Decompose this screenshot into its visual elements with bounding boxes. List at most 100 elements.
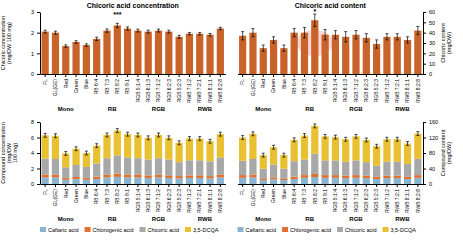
bar-segment: [134, 174, 141, 177]
bar-segment: [124, 174, 131, 177]
x-tick-mark: [294, 184, 295, 187]
bar-segment: [165, 160, 172, 176]
error-bars: [44, 129, 222, 156]
legend-swatch: [383, 227, 389, 232]
x-tick: RB 7:3: [104, 184, 110, 204]
x-tick-label: RGB 5:2:3: [373, 189, 379, 213]
x-tick-label: RWB 7:1:2: [186, 79, 192, 103]
panel: FLGL(GE)RedGreenBlueRB 6:4RB 7:3RB 8:2RB…: [0, 119, 226, 232]
bar: [249, 33, 256, 74]
error-bar: [303, 28, 306, 38]
x-tick-mark: [263, 184, 264, 187]
chart-svg: FLGL(GE)RedGreenBlueRB 6:4RB 7:3RB 8:2RB…: [0, 0, 463, 252]
legend-label: Caftaric acid: [48, 227, 79, 233]
x-tick-mark: [252, 74, 253, 77]
bar-segment: [186, 160, 193, 175]
y-tick-mark: [423, 184, 426, 185]
group-label: RGB: [349, 106, 363, 112]
error-bar: [241, 136, 244, 140]
x-tick-mark: [117, 74, 118, 77]
bar: [363, 38, 370, 74]
bar-segment: [291, 179, 298, 184]
bar-segment: [280, 178, 287, 180]
x-tick: RWB 8:1:1: [404, 184, 410, 213]
x-tick-label: RGB 6:2:3: [363, 79, 369, 103]
bar: [332, 35, 339, 74]
bar-segment: [186, 175, 193, 178]
x-tick: RWB 8:1:1: [207, 74, 213, 103]
bar-segment: [301, 160, 308, 176]
bar-segment: [145, 175, 152, 178]
bar-segment: [291, 177, 298, 179]
bar-segment: [176, 162, 183, 176]
y-tick-label: 20: [429, 51, 435, 57]
x-tick-mark: [376, 184, 377, 187]
legend-item: Chicoric acid: [337, 227, 376, 233]
bar: [124, 29, 131, 74]
bar-segment: [62, 178, 69, 180]
x-axis: FLGL(GE)RedGreenBlueRB 6:4RB 7:3RB 8:2RB…: [41, 74, 227, 103]
x-tick: RB 9:1: [124, 184, 130, 204]
error-bar: [313, 14, 316, 26]
x-tick-mark: [179, 74, 180, 77]
error-bar: [178, 35, 181, 38]
x-tick: RGB 5:2:3: [176, 74, 182, 102]
x-tick: RB 7:3: [104, 74, 110, 94]
x-tick-label: RB 8:2: [312, 79, 318, 95]
y-tick-label: 80: [429, 150, 435, 156]
bar: [176, 37, 183, 74]
bar-segment: [155, 177, 162, 184]
x-tick-mark: [376, 74, 377, 77]
panel: FLGL(GE)RedGreenBlueRB 6:4RB 7:3RB 8:2RB…: [0, 2, 226, 112]
x-tick-label: RGB 7:1:2: [155, 189, 161, 213]
error-bar: [375, 144, 378, 148]
y-tick-label: 0: [31, 181, 34, 187]
x-tick: RGB 6:1:3: [342, 184, 348, 212]
x-tick: Red: [260, 184, 266, 198]
y-tick: 8: [31, 119, 40, 125]
bar: [373, 44, 380, 74]
bar-segment: [291, 161, 298, 177]
group-label: RB: [305, 106, 314, 112]
error-bar: [64, 45, 67, 47]
x-tick-label: RGB 5:2:3: [373, 79, 379, 103]
x-tick: Green: [73, 74, 79, 93]
bar: [239, 36, 246, 74]
y-tick-mark: [423, 43, 426, 44]
bar-segment: [186, 178, 193, 184]
x-tick-mark: [220, 184, 221, 187]
error-bar: [219, 27, 222, 29]
x-tick-mark: [127, 74, 128, 77]
bar-segment: [414, 178, 421, 184]
x-tick-label: RGB 5:1:4: [135, 189, 141, 213]
bar-segment: [93, 179, 100, 184]
error-bar: [198, 32, 201, 34]
bar-segment: [394, 178, 401, 184]
error-bar: [75, 41, 78, 43]
legend-item: Chicoric acid: [140, 227, 179, 233]
group-label: RB: [108, 106, 117, 112]
y-tick-mark: [37, 33, 40, 34]
y-tick-label: 160: [429, 119, 438, 125]
x-tick: Green: [270, 74, 276, 93]
bar-segment: [342, 176, 349, 179]
x-tick: RGB 7:1:2: [353, 184, 359, 212]
y-tick: 40: [423, 30, 435, 36]
legend-label: 3,5-DCQA: [193, 227, 219, 233]
bar-segment: [332, 178, 339, 184]
bar-segment: [270, 177, 277, 179]
x-tick-mark: [283, 184, 284, 187]
x-tick-label: RGB 5:2:3: [176, 79, 182, 103]
error-bar: [85, 151, 88, 155]
bar: [145, 32, 152, 74]
x-tick-label: RWB 8:1:1: [207, 189, 213, 213]
x-tick-mark: [189, 184, 190, 187]
y-tick: 50: [423, 20, 435, 26]
error-bar: [198, 137, 201, 141]
x-tick: RGB 6:1:3: [145, 184, 151, 212]
legend-item: Caftaric acid: [238, 227, 277, 233]
bar-segment: [301, 178, 308, 184]
y-axis-title-line: Compound content: [440, 129, 446, 176]
x-axis-line: [41, 74, 227, 75]
bar: [394, 37, 401, 74]
